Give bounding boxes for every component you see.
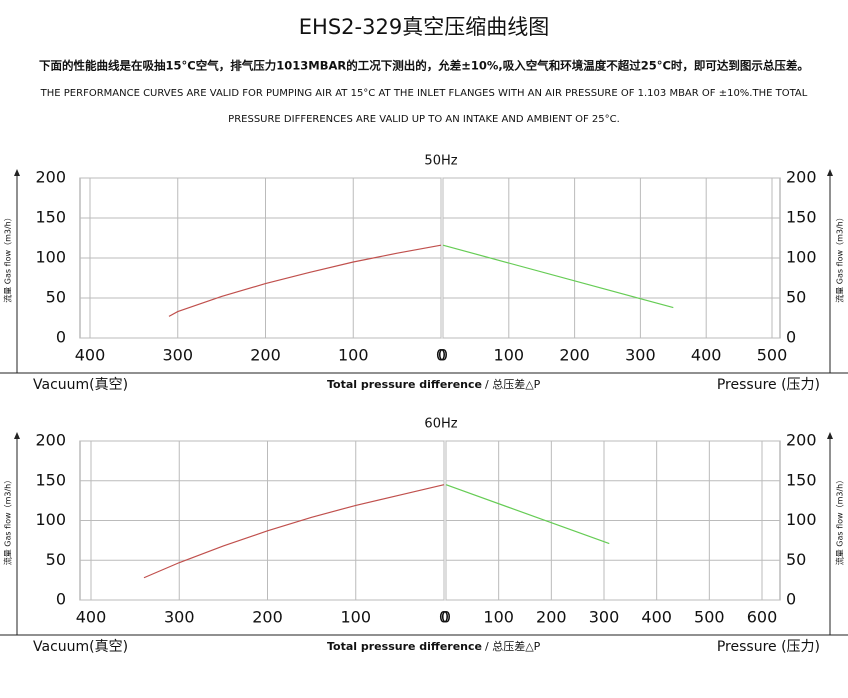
y-tick-label: 50 [46, 288, 66, 307]
arrow-head [14, 432, 20, 439]
x-tick-label: 200 [250, 346, 281, 365]
curve [143, 484, 445, 579]
y-tick-label: 150 [35, 208, 66, 227]
y-tick-label: 0 [786, 590, 796, 609]
note-cn: 下面的性能曲线是在吸抽15°C空气，排气压力1013MBAR的工况下测出的，允差… [39, 59, 809, 73]
arrow-head [827, 169, 833, 176]
y-tick-label: 100 [786, 510, 817, 529]
y-tick-label: 0 [786, 328, 796, 347]
x-axis-label: Pressure (压力) [717, 377, 820, 393]
y-axis-label: 流量 Gas flow（m3/h） [835, 476, 845, 565]
x-tick-label: 0 [436, 346, 446, 365]
y-tick-label: 50 [46, 550, 66, 569]
y-tick-label: 200 [35, 431, 66, 450]
panel-title: 60Hz [424, 417, 457, 432]
x-tick-label: 600 [747, 608, 778, 627]
y-tick-label: 200 [786, 168, 817, 187]
x-tick-label: 300 [164, 608, 195, 627]
x-tick-label: 500 [694, 608, 725, 627]
x-tick-label: 200 [252, 608, 283, 627]
x-tick-label: 0 [438, 346, 448, 365]
y-tick-label: 150 [786, 208, 817, 227]
y-axis-label: 流量 Gas flow（m3/h） [3, 476, 13, 565]
x-tick-label: 400 [75, 346, 106, 365]
x-axis-label: Vacuum(真空) [33, 639, 128, 655]
x-tick-label: 300 [625, 346, 656, 365]
curve [445, 484, 610, 545]
x-tick-label: 100 [338, 346, 369, 365]
curve [168, 244, 442, 317]
y-tick-label: 50 [786, 550, 806, 569]
annotation: Total pressure difference [327, 378, 482, 391]
annotation: Total pressure difference [327, 640, 482, 653]
y-tick-label: 150 [35, 470, 66, 489]
x-tick-label: 200 [536, 608, 567, 627]
y-axis-label: 流量 Gas flow（m3/h） [835, 213, 845, 302]
x-axis-label: Vacuum(真空) [33, 377, 128, 393]
x-tick-label: 500 [757, 346, 788, 365]
x-tick-label: 300 [162, 346, 193, 365]
y-tick-label: 150 [786, 470, 817, 489]
y-axis-label: 流量 Gas flow（m3/h） [3, 213, 13, 302]
note-en: PRESSURE DIFFERENCES ARE VALID UP TO AN … [228, 114, 620, 125]
x-tick-label: 0 [441, 608, 451, 627]
annotation: / 总压差△P [485, 377, 541, 391]
page-title: EHS2-329真空压缩曲线图 [299, 15, 549, 39]
note-en: THE PERFORMANCE CURVES ARE VALID FOR PUM… [40, 88, 808, 99]
x-tick-label: 300 [589, 608, 620, 627]
x-tick-label: 400 [76, 608, 107, 627]
y-tick-label: 100 [35, 248, 66, 267]
x-tick-label: 100 [494, 346, 525, 365]
panel-title: 50Hz [424, 154, 457, 169]
arrow-head [827, 432, 833, 439]
curve [442, 244, 674, 309]
y-tick-label: 0 [56, 590, 66, 609]
x-axis-label: Pressure (压力) [717, 639, 820, 655]
y-tick-label: 200 [35, 168, 66, 187]
x-tick-label: 400 [691, 346, 722, 365]
annotation: / 总压差△P [485, 639, 541, 653]
x-tick-label: 100 [340, 608, 371, 627]
y-tick-label: 200 [786, 431, 817, 450]
x-tick-label: 100 [483, 608, 514, 627]
y-tick-label: 100 [786, 248, 817, 267]
y-tick-label: 100 [35, 510, 66, 529]
x-tick-label: 200 [559, 346, 590, 365]
arrow-head [14, 169, 20, 176]
y-tick-label: 0 [56, 328, 66, 347]
x-tick-label: 0 [439, 608, 449, 627]
y-tick-label: 50 [786, 288, 806, 307]
x-tick-label: 400 [641, 608, 672, 627]
